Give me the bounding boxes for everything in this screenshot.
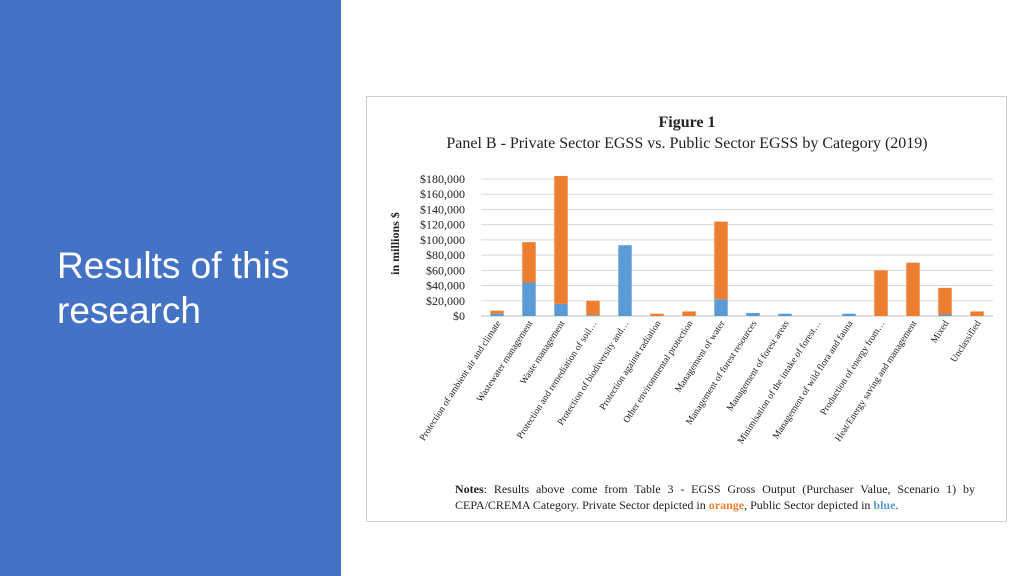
public-sector-bar [778,313,792,316]
notes-blue-word: blue [873,498,896,512]
notes-text-3: . [895,498,899,512]
private-sector-bar [586,300,600,316]
notes-orange-word: orange [708,498,745,512]
y-tick-label: $160,000 [420,187,465,201]
public-sector-bar [746,312,760,316]
figure-notes: Notes: Results above come from Table 3 -… [455,481,975,513]
private-sector-bar [874,270,888,316]
notes-text-2: , Public Sector depicted in [744,498,874,512]
y-tick-label: $120,000 [420,218,465,232]
y-tick-label: $140,000 [420,202,465,216]
private-sector-bar [906,262,920,316]
y-tick-label: $80,000 [426,248,465,262]
private-sector-bar [714,221,728,300]
public-sector-bar [522,282,536,316]
bar-chart: $0$20,000$40,000$60,000$80,000$100,000$1… [388,172,993,446]
public-sector-bar [586,315,600,316]
private-sector-bar [522,242,536,283]
y-tick-label: $20,000 [426,294,465,308]
public-sector-bar [842,313,856,316]
category-label: Wastewater management [475,319,535,404]
slide-title: Results of this research [57,245,290,331]
category-label: Production of energy from… [818,319,887,418]
private-sector-bar [938,287,952,315]
y-tick-label: $60,000 [426,263,465,277]
public-sector-bar [490,313,504,316]
figure-heading: Figure 1 [658,114,716,131]
left-panel [0,0,341,576]
y-tick-label: $40,000 [426,279,465,293]
public-sector-bar [618,245,632,316]
private-sector-bar [490,310,504,314]
chart-title: Panel B - Private Sector EGSS vs. Public… [446,135,928,152]
notes-text-1: : Results above come from Table 3 - EGSS… [455,482,975,512]
category-label: Management of forest areas [725,318,792,413]
public-sector-bar [554,303,568,316]
private-sector-bar [650,313,664,316]
notes-label: Notes [455,482,484,496]
private-sector-bar [970,311,984,316]
category-label: Protection against radiation [598,319,663,412]
private-sector-bar [682,311,696,316]
y-tick-label: $100,000 [420,233,465,247]
private-sector-bar [554,175,568,304]
y-tick-label: $0 [453,309,465,323]
y-axis-label: in millions $ [388,212,402,275]
category-label: Unclassified [948,318,983,364]
category-label: Mixed [930,319,952,345]
figure-box: Figure 1 Panel B - Private Sector EGSS v… [366,96,1007,522]
public-sector-bar [714,299,728,316]
public-sector-bar [938,314,952,316]
y-tick-label: $180,000 [420,172,465,186]
